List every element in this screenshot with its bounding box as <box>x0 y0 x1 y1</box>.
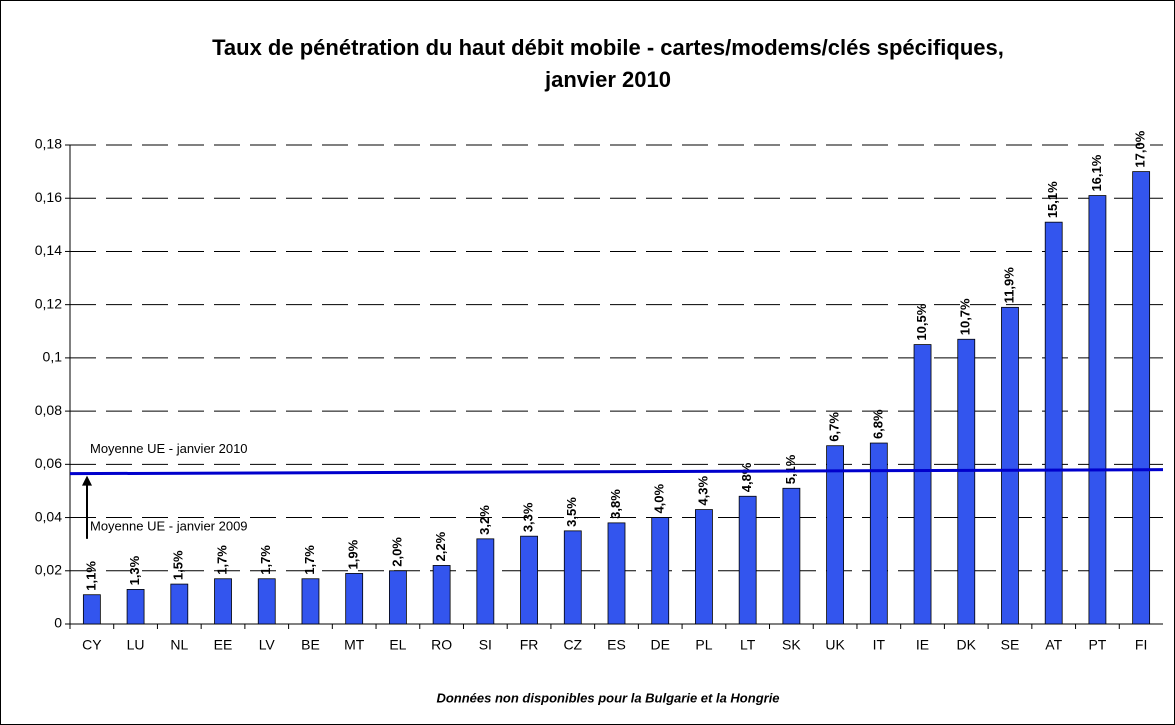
y-tick-label: 0,1 <box>43 349 63 365</box>
bar <box>257 578 276 625</box>
x-tick-label: FR <box>520 637 539 653</box>
x-tick-label: EL <box>389 637 406 653</box>
value-label: 1,9% <box>346 539 361 569</box>
bar <box>214 578 232 625</box>
bar <box>913 344 932 625</box>
x-tick-label: NL <box>170 637 188 653</box>
value-label: 1,7% <box>302 545 317 575</box>
bar <box>82 594 101 625</box>
x-tick-label: SK <box>782 637 801 653</box>
value-label: 1,7% <box>214 545 229 575</box>
bar <box>1132 171 1151 625</box>
value-label: 10,7% <box>958 298 973 335</box>
x-tick-label: DE <box>650 637 669 653</box>
value-label: 1,5% <box>171 550 186 580</box>
value-label: 4,3% <box>695 476 710 506</box>
x-tick-label: UK <box>825 637 845 653</box>
y-tick-label: 0 <box>54 615 62 631</box>
x-tick-label: SI <box>479 637 492 653</box>
value-label: 3,5% <box>564 497 579 527</box>
x-tick-label: EE <box>214 637 233 653</box>
chart-title: Taux de pénétration du haut débit mobile… <box>212 35 1004 60</box>
value-label: 1,3% <box>127 555 142 585</box>
bar <box>563 530 582 625</box>
y-tick-label: 0,04 <box>35 508 62 524</box>
value-label: 11,9% <box>1001 267 1016 304</box>
y-tick-label: 0,16 <box>35 189 62 205</box>
x-tick-label: MT <box>344 637 365 653</box>
value-label: 2,0% <box>389 537 404 567</box>
y-tick-label: 0,18 <box>35 136 62 152</box>
bar <box>1001 306 1019 625</box>
bar <box>957 338 976 625</box>
bar <box>738 495 757 625</box>
x-tick-label: LV <box>259 637 276 653</box>
bar <box>1044 221 1063 625</box>
value-label: 3,2% <box>477 505 492 535</box>
footnote: Données non disponibles pour la Bulgarie… <box>436 690 779 705</box>
bar <box>695 509 713 625</box>
y-tick-label: 0,02 <box>35 561 62 577</box>
value-label: 15,1% <box>1045 181 1060 218</box>
x-tick-label: PT <box>1088 637 1106 653</box>
bar <box>607 522 626 625</box>
value-label: 6,8% <box>870 409 885 439</box>
chart-subtitle: janvier 2010 <box>544 67 671 92</box>
bar <box>476 538 495 625</box>
value-label: 16,1% <box>1089 154 1104 191</box>
value-label: 1,7% <box>258 545 273 575</box>
bar <box>826 445 844 625</box>
x-tick-label: DK <box>957 637 977 653</box>
value-label: 3,8% <box>608 489 623 519</box>
bar <box>782 487 801 625</box>
x-tick-label: LT <box>740 637 756 653</box>
x-tick-label: LU <box>127 637 145 653</box>
bar <box>1088 195 1107 625</box>
bar <box>170 583 189 625</box>
x-tick-label: IT <box>873 637 886 653</box>
x-tick-label: CZ <box>563 637 582 653</box>
value-label: 10,5% <box>914 303 929 340</box>
y-tick-label: 0,12 <box>35 295 62 311</box>
x-tick-label: ES <box>607 637 626 653</box>
value-label: 3,3% <box>520 502 535 532</box>
x-tick-label: BE <box>301 637 320 653</box>
arrow-head <box>82 475 92 486</box>
x-tick-label: SE <box>1001 637 1020 653</box>
value-label: 17,0% <box>1133 130 1148 167</box>
bar <box>432 565 451 625</box>
y-tick-label: 0,06 <box>35 455 62 471</box>
average-2009-label: Moyenne UE - janvier 2009 <box>90 518 248 533</box>
value-label: 4,0% <box>652 483 667 513</box>
x-tick-label: IE <box>916 637 929 653</box>
x-tick-label: CY <box>82 637 102 653</box>
y-tick-label: 0,14 <box>35 242 62 258</box>
y-tick-label: 0,08 <box>35 402 62 418</box>
value-label: 4,8% <box>739 462 754 492</box>
value-label: 6,7% <box>827 412 842 442</box>
bar <box>126 589 145 625</box>
bar <box>388 570 407 625</box>
bar <box>869 442 888 625</box>
bar <box>651 517 670 625</box>
x-tick-label: RO <box>431 637 452 653</box>
value-label: 2,2% <box>433 531 448 561</box>
value-label: 1,1% <box>83 561 98 591</box>
average-label: Moyenne UE - janvier 2010 <box>90 441 248 456</box>
bar <box>520 535 538 625</box>
x-tick-label: PL <box>695 637 712 653</box>
bar <box>345 573 364 625</box>
bar <box>301 578 320 625</box>
average-line <box>69 468 1164 476</box>
value-label: 5,1% <box>783 454 798 484</box>
x-tick-label: AT <box>1045 637 1062 653</box>
x-tick-label: FI <box>1135 637 1147 653</box>
